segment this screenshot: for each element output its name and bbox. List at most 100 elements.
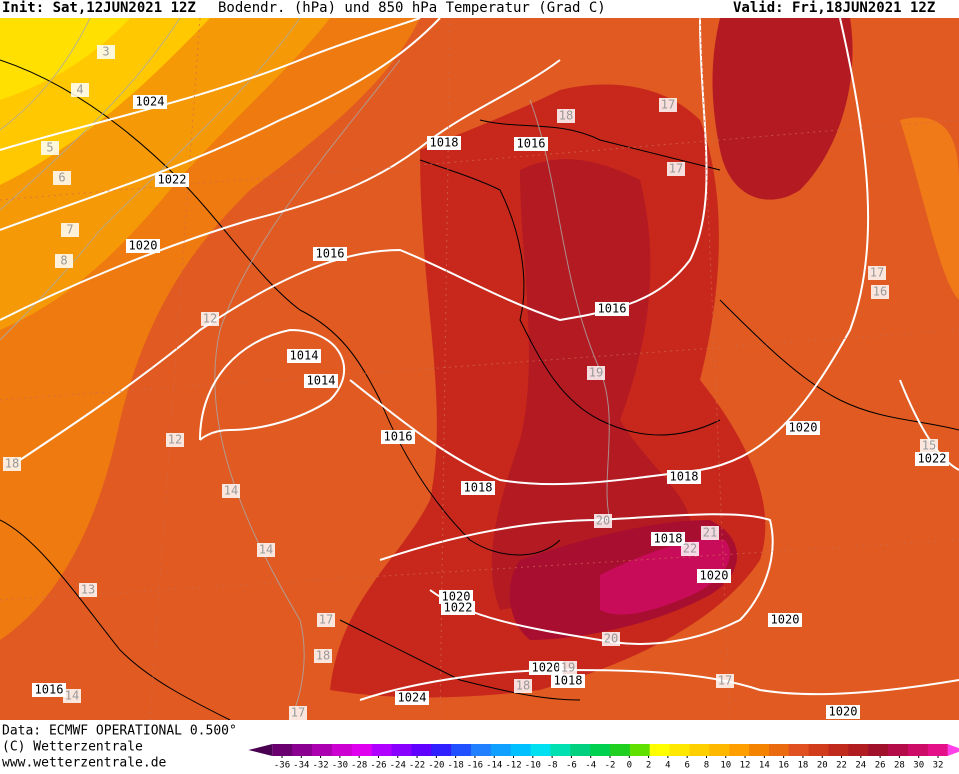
colorbar-cell — [530, 744, 551, 756]
colorbar-tick-label: -30 — [332, 761, 348, 771]
colorbar-cell — [669, 744, 690, 756]
isobar-label: 1020 — [789, 421, 818, 435]
colorbar-tick-label: 22 — [836, 761, 847, 771]
colorbar-tick-label: 10 — [720, 761, 731, 771]
colorbar-cell — [570, 744, 591, 756]
colorbar-tick-label: -16 — [467, 761, 483, 771]
colorbar-cell — [371, 744, 393, 756]
colorbar-tick-label: 18 — [798, 761, 809, 771]
colorbar-cell — [729, 744, 750, 756]
isobar-label-box — [381, 430, 415, 444]
temperature-label: 20 — [604, 632, 618, 646]
temperature-label: 14 — [65, 689, 79, 703]
colorbar-cell — [312, 744, 333, 756]
colorbar-tick-label: -6 — [566, 761, 577, 771]
colorbar-cell — [649, 744, 671, 756]
temperature-label: 21 — [703, 526, 717, 540]
colorbar-cell — [550, 744, 571, 756]
colorbar-tick-label: -32 — [312, 761, 328, 771]
colorbar-tick-label: 14 — [759, 761, 770, 771]
temperature-label: 17 — [319, 613, 333, 627]
temperature-label-box — [514, 679, 532, 693]
isobar-label-box — [287, 349, 321, 363]
temperature-label: 7 — [66, 223, 73, 237]
colorbar-cell — [808, 744, 829, 756]
isobar-label: 1018 — [464, 481, 493, 495]
colorbar-tick-label: -4 — [585, 761, 596, 771]
temperature-label: 14 — [224, 484, 238, 498]
temperature-label: 14 — [259, 543, 273, 557]
temperature-label-box — [559, 661, 577, 675]
colorbar-tick-label: -20 — [428, 761, 444, 771]
isobar-label: 1016 — [598, 302, 627, 316]
temperature-label: 6 — [58, 171, 65, 185]
isobar-label-box — [313, 247, 347, 261]
isobar-label: 1014 — [307, 374, 336, 388]
isobar-label-box — [395, 691, 429, 705]
temperature-label: 17 — [661, 98, 675, 112]
isobar-label: 1020 — [532, 661, 561, 675]
temperature-label-box — [659, 98, 677, 112]
isobar-label: 1022 — [158, 173, 187, 187]
colorbar-tick-label: -18 — [448, 761, 464, 771]
colorbar: -36 -34 -32 -30 -28 -26 -24 -22 -20 -18 -16 -14 -12-… — [248, 744, 959, 771]
temperature-label-box — [594, 514, 612, 528]
temperature-label-box — [166, 433, 184, 447]
colorbar-cell — [749, 744, 770, 756]
isobar-label-box — [32, 683, 66, 697]
colorbar-tick-label: -14 — [486, 761, 502, 771]
colorbar-cell — [490, 744, 512, 756]
temperature-label: 19 — [589, 366, 603, 380]
temperature-label: 19 — [561, 661, 575, 675]
temperature-label-box — [53, 171, 71, 185]
isobar-label: 1020 — [771, 613, 800, 627]
colorbar-tick-label: 0 — [627, 761, 632, 771]
temperature-label: 18 — [516, 679, 530, 693]
website-url: www.wetterzentrale.de — [2, 756, 167, 771]
colorbar-tick-label: 16 — [778, 761, 789, 771]
isobar-label-box — [551, 674, 585, 688]
data-source: Data: ECMWF OPERATIONAL 0.500° — [2, 724, 237, 739]
temperature-label-box — [222, 484, 240, 498]
temperature-label-box — [97, 45, 115, 59]
isobar-label-box — [126, 239, 160, 253]
temperature-label-box — [41, 141, 59, 155]
isobars — [0, 18, 959, 701]
colorbar-cell — [451, 744, 472, 756]
temperature-label: 18 — [5, 457, 19, 471]
colorbar-tick-label: -12 — [505, 761, 521, 771]
colorbar-tick-label: -10 — [525, 761, 541, 771]
coastlines — [0, 59, 959, 720]
graticule — [0, 18, 959, 720]
temperature-label-box — [871, 285, 889, 299]
temperature-label-box — [71, 83, 89, 97]
colorbar-tick-label: -2 — [605, 761, 616, 771]
temp-area-dark-red — [491, 159, 692, 610]
isobar-label-box — [826, 705, 860, 719]
colorbar-tick-label: -34 — [293, 761, 309, 771]
isobar-label-box — [439, 590, 473, 604]
temperature-label-box — [55, 254, 73, 268]
colorbar-cell — [431, 744, 452, 756]
colorbar-tick-label: -24 — [390, 761, 406, 771]
colorbar-tick-label: 30 — [913, 761, 924, 771]
temperature-label-box — [716, 674, 734, 688]
isobar-label: 1020 — [700, 569, 729, 583]
colorbar-cell — [907, 744, 929, 756]
colorbar-cell — [768, 744, 790, 756]
colorbar-tick-label: -8 — [547, 761, 558, 771]
isobar-label-box — [529, 661, 563, 675]
colorbar-cell — [272, 744, 293, 756]
temperature-label: 20 — [596, 514, 610, 528]
isobar-label: 1016 — [517, 137, 546, 151]
colorbar-tick-label: -36 — [274, 761, 290, 771]
temperature-label-box — [667, 162, 685, 176]
isobar-label: 1020 — [129, 239, 158, 253]
isobar-label-box — [786, 421, 820, 435]
colorbar-cell — [848, 744, 869, 756]
colorbar-tick-label: 8 — [704, 761, 709, 771]
isobar-label: 1016 — [384, 430, 413, 444]
map-title: Bodendr. (hPa) und 850 hPa Temperatur (G… — [218, 0, 606, 16]
